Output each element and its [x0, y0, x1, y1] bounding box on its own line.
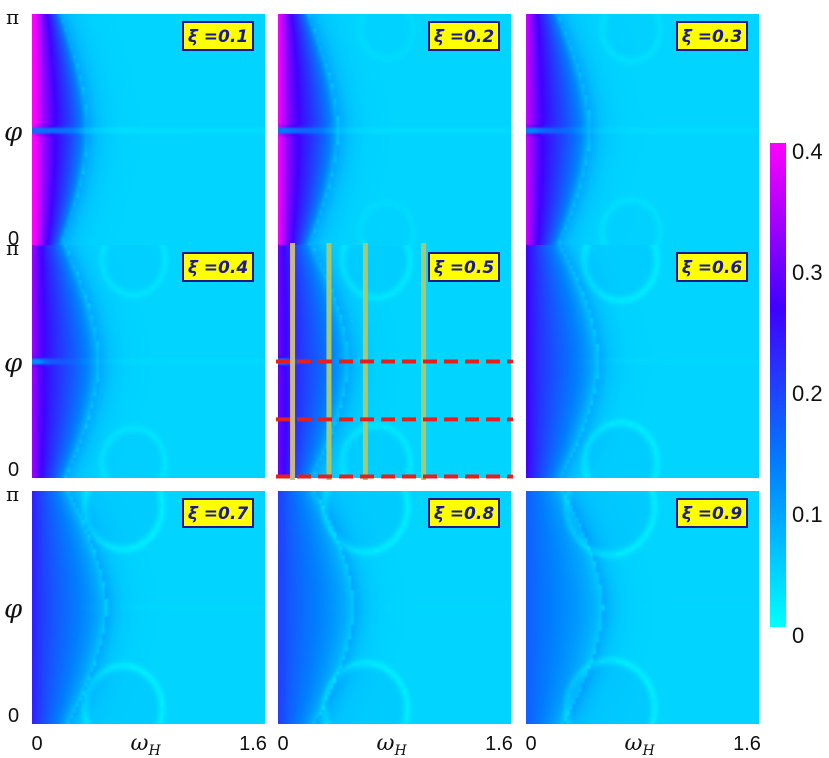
heatmap-image — [526, 14, 759, 247]
xi-label: ξ =0.4 — [188, 258, 248, 278]
panel-xi-0.2: ξ =0.2 — [278, 14, 511, 247]
xi-label: ξ =0.1 — [188, 27, 248, 47]
y-tick-label: 0 — [8, 459, 19, 481]
x-tick-label: 1.6 — [733, 733, 761, 755]
xi-label: ξ =0.9 — [682, 504, 742, 524]
heatmap-image — [32, 14, 265, 247]
y-tick-label: π — [6, 482, 19, 506]
xi-label: ξ =0.8 — [434, 504, 494, 524]
y-tick-label: π — [6, 5, 19, 29]
xi-label: ξ =0.7 — [188, 504, 248, 524]
xi-label: ξ =0.3 — [682, 27, 742, 47]
x-tick-label: 0 — [31, 733, 42, 755]
xi-label: ξ =0.2 — [434, 27, 494, 47]
y-axis-label: φ — [4, 118, 23, 148]
panel-xi-0.7: ξ =0.7 — [32, 491, 265, 724]
heatmap-image — [32, 245, 265, 478]
heatmap-image — [32, 491, 265, 724]
panel-xi-0.4: ξ =0.4 — [32, 245, 265, 478]
xi-badge — [676, 21, 748, 51]
xi-badge — [428, 21, 500, 51]
x-tick-label: 1.6 — [239, 733, 267, 755]
xi-label: ξ =0.6 — [682, 258, 742, 278]
colorbar-tick-label: 0.4 — [792, 139, 823, 164]
colorbar-tick-label: 0.3 — [792, 260, 823, 285]
xi-badge — [182, 498, 254, 528]
xi-label: ξ =0.5 — [434, 258, 494, 278]
xi-badge — [676, 252, 748, 282]
panel-xi-0.6: ξ =0.6 — [526, 245, 759, 478]
xi-badge — [182, 21, 254, 51]
x-axis-label: ωH — [131, 731, 162, 758]
x-axis-label: ωH — [625, 731, 656, 758]
colorbar-tick-label: 0 — [792, 623, 804, 648]
x-axis-label: ωH — [377, 731, 408, 758]
x-tick-label: 0 — [525, 733, 536, 755]
heatmap-image — [278, 14, 511, 247]
xi-badge — [676, 498, 748, 528]
panel-xi-0.3: ξ =0.3 — [526, 14, 759, 247]
heatmap-image — [278, 491, 511, 724]
x-tick-label: 1.6 — [485, 733, 513, 755]
y-tick-label: π — [6, 236, 19, 260]
panel-xi-0.1: ξ =0.1 — [32, 14, 265, 247]
panel-xi-0.9: ξ =0.9 — [526, 491, 759, 724]
x-tick-label: 0 — [277, 733, 288, 755]
xi-badge — [428, 498, 500, 528]
panel-xi-0.8: ξ =0.8 — [278, 491, 511, 724]
y-tick-label: 0 — [8, 228, 19, 250]
xi-badge — [182, 252, 254, 282]
colorbar: 0.4 0.3 0.2 0.1 0 — [770, 139, 823, 648]
heatmap-image — [526, 491, 759, 724]
xi-badge — [428, 252, 500, 282]
heatmap-grid: ξ =0.1 ξ =0.2 ξ =0.3 ξ =0.4 ξ =0.5 ξ =0.6 ξ =0… — [32, 14, 759, 724]
y-axis-label: φ — [4, 595, 23, 625]
colorbar-tick-label: 0.2 — [792, 381, 823, 406]
colorbar-gradient — [770, 143, 786, 627]
y-tick-label: 0 — [8, 705, 19, 727]
heatmap-image — [526, 245, 759, 478]
y-axis-label: φ — [4, 349, 23, 379]
colorbar-tick-label: 0.1 — [792, 502, 823, 527]
xi-0.5-annotations — [276, 243, 513, 480]
